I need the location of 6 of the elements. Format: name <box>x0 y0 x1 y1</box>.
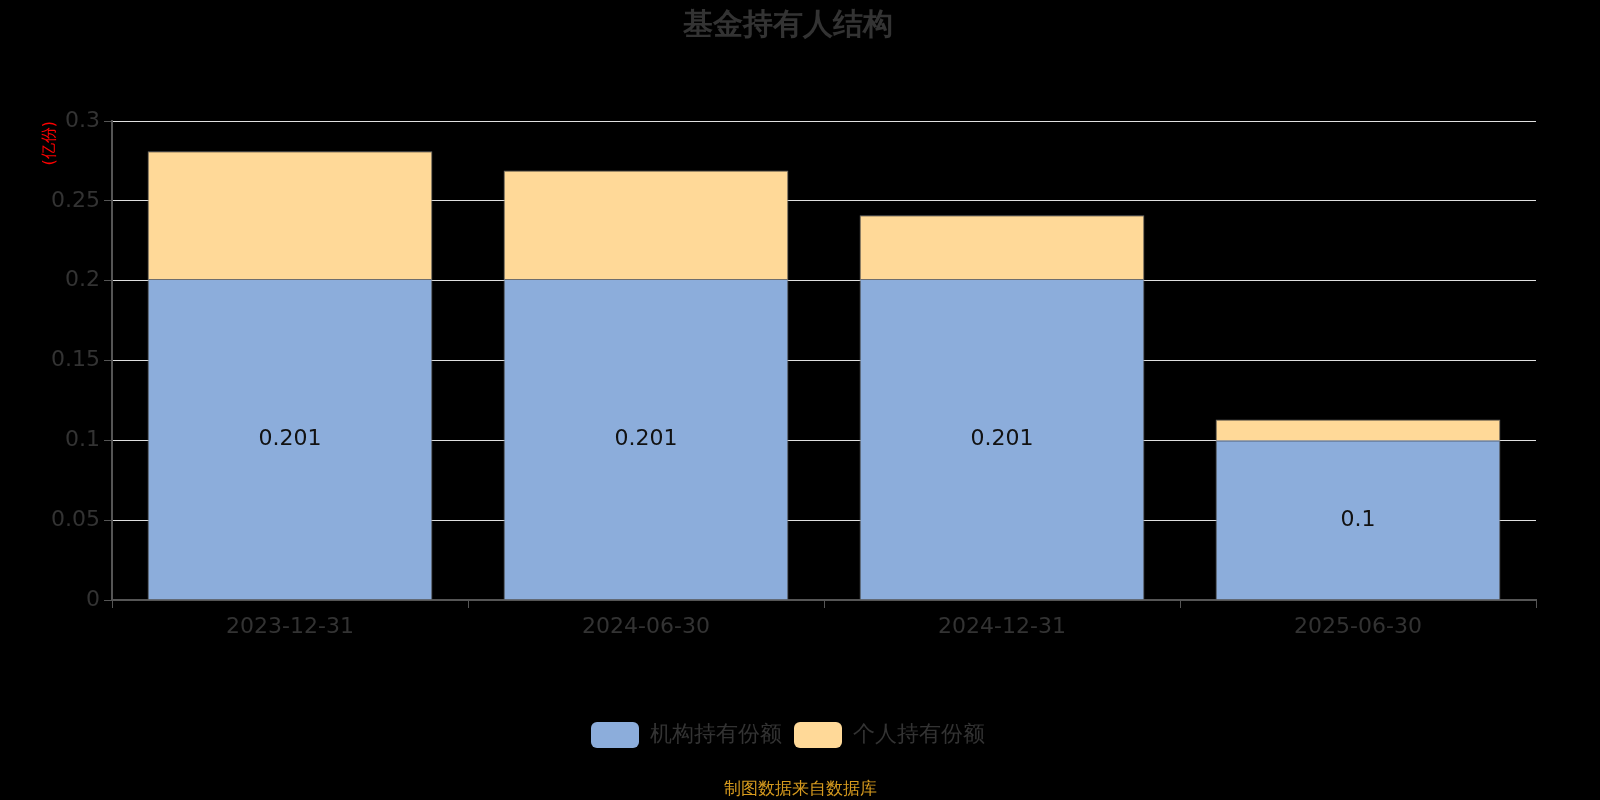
data-label: 0.201 <box>258 425 322 450</box>
y-axis-title: (亿份) <box>38 121 58 166</box>
data-label: 0.201 <box>970 425 1034 450</box>
data-label: 0.1 <box>1340 505 1376 531</box>
text: 制图数据来自数据库 <box>723 778 877 799</box>
data-label: 0.201 <box>614 425 678 450</box>
